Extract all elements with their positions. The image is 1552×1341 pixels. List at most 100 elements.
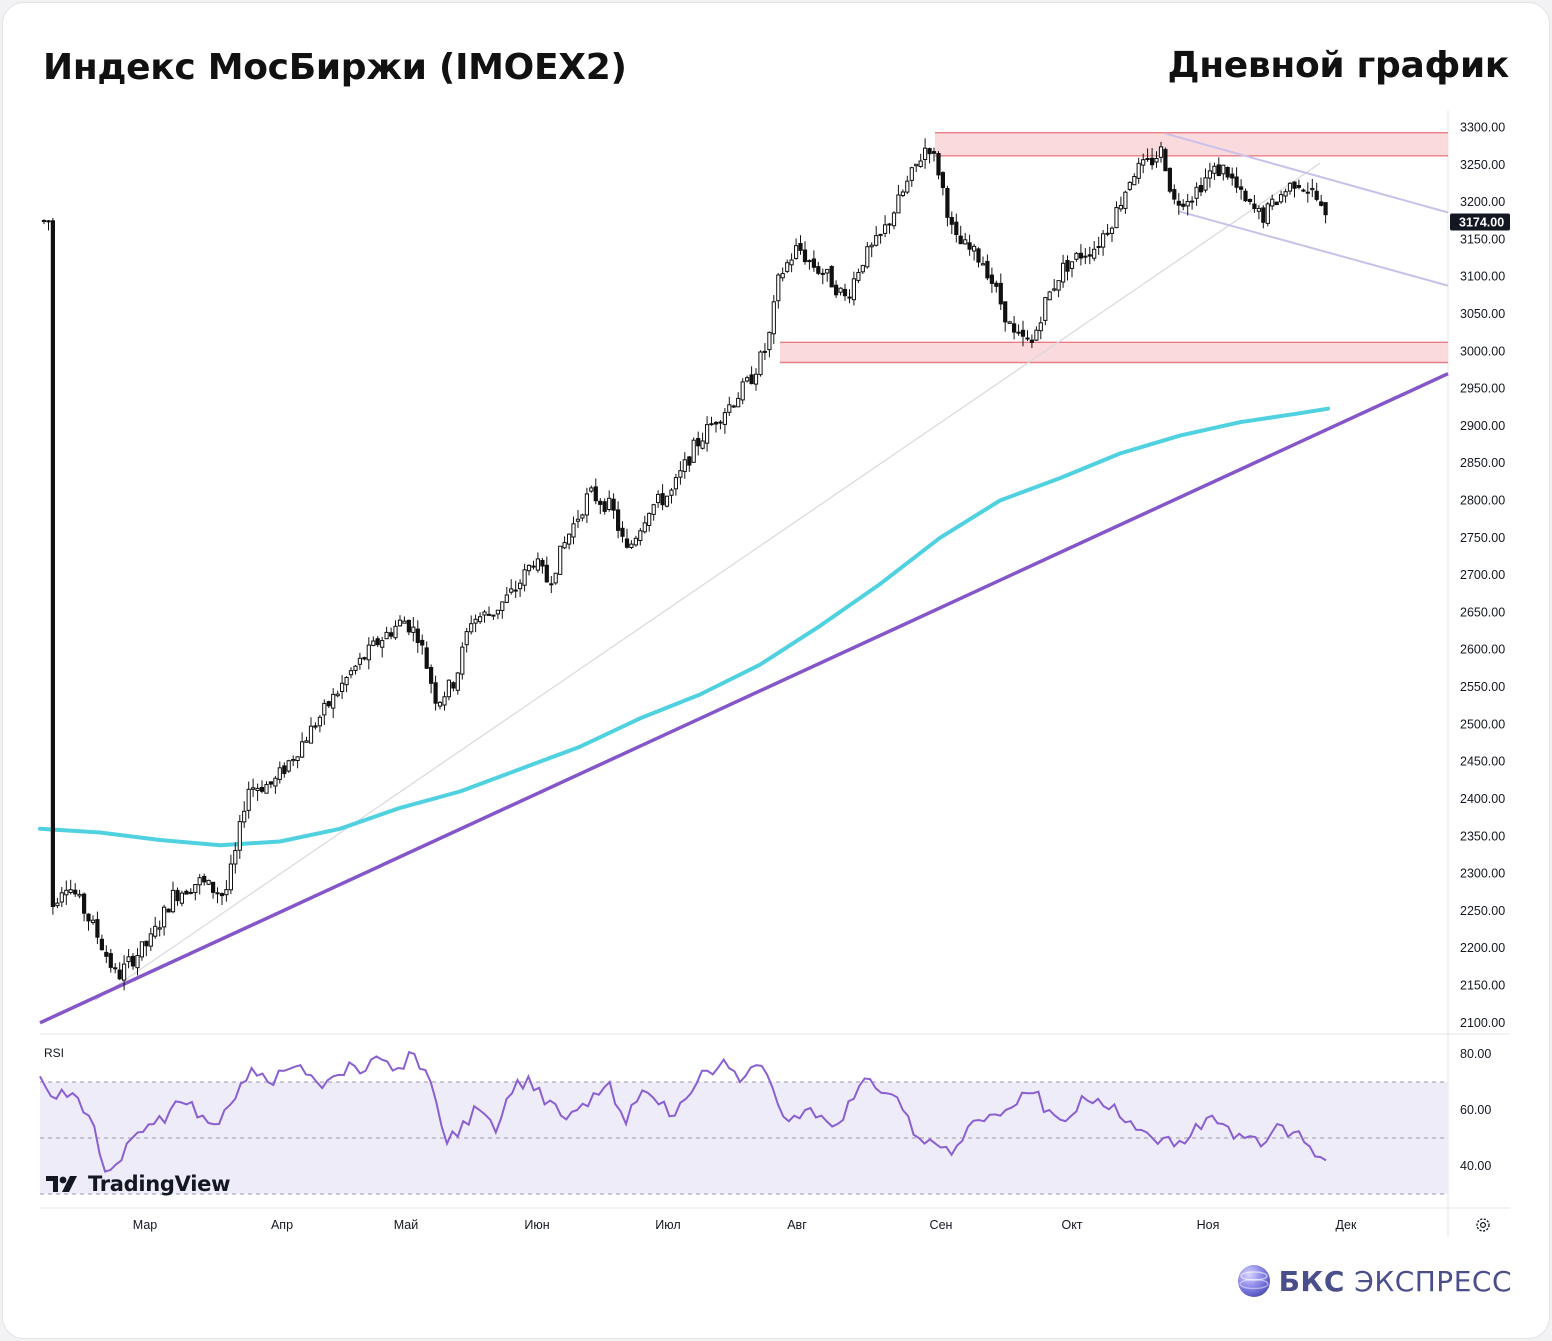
candle-down xyxy=(945,188,950,218)
candle-up xyxy=(357,657,362,665)
tradingview-logo-icon xyxy=(46,1176,77,1192)
timeframe-label: Дневной график xyxy=(1167,45,1509,86)
candle-down xyxy=(406,619,411,633)
candle-up xyxy=(509,588,514,593)
candle-up xyxy=(745,377,750,382)
candle-down xyxy=(1163,148,1168,172)
month-label: Апр xyxy=(271,1218,293,1232)
candle-up xyxy=(673,477,678,490)
candle-down xyxy=(816,266,821,274)
candle-up xyxy=(495,609,500,615)
candle-down xyxy=(259,787,265,792)
price-tick-label: 2600.00 xyxy=(1460,643,1505,657)
brand-name: БКС ЭКСПРЕСС xyxy=(1278,1264,1512,1298)
candle-down xyxy=(1230,173,1235,179)
candle-up xyxy=(157,927,162,930)
candle-down xyxy=(1239,186,1244,190)
candle-down xyxy=(486,613,492,616)
candle-up xyxy=(629,543,634,548)
candle-up xyxy=(437,701,443,707)
candle-up xyxy=(1127,181,1132,190)
candle-up xyxy=(891,212,897,227)
month-label: Июл xyxy=(655,1218,680,1232)
candle-down xyxy=(1172,189,1177,200)
candle-down xyxy=(215,892,220,895)
candle-up xyxy=(1270,198,1275,207)
secondary-trendline xyxy=(94,162,1321,1001)
candle-up xyxy=(571,523,576,538)
candle-down xyxy=(1319,201,1324,206)
candle-up xyxy=(865,246,870,268)
candle-up xyxy=(246,788,251,811)
candle-up xyxy=(1158,146,1164,158)
candle-up xyxy=(500,601,505,612)
candle-up xyxy=(1038,322,1043,332)
candle-down xyxy=(967,242,972,250)
candle-down xyxy=(807,260,812,263)
candle-up xyxy=(909,167,914,181)
candle-up xyxy=(562,542,567,549)
candle-up xyxy=(384,631,389,640)
candle-down xyxy=(847,296,852,299)
candle-down xyxy=(820,272,825,275)
month-label: Июн xyxy=(524,1218,549,1232)
price-tick-label: 2350.00 xyxy=(1460,829,1505,843)
candle-up xyxy=(371,640,376,646)
candle-down xyxy=(1167,167,1173,192)
candle-up xyxy=(139,941,145,958)
candle-up xyxy=(1287,182,1293,192)
candle-up xyxy=(918,160,923,167)
candle-up xyxy=(170,889,176,913)
candle-up xyxy=(1101,233,1106,248)
candle-down xyxy=(362,657,367,660)
candle-up xyxy=(402,620,407,624)
candle-down xyxy=(598,500,603,505)
price-tick-label: 2950.00 xyxy=(1460,382,1505,396)
month-label: Авг xyxy=(787,1218,807,1232)
settings-gear-icon xyxy=(1476,1218,1490,1232)
candle-down xyxy=(696,438,701,447)
candle-up xyxy=(1265,203,1270,224)
candle-up xyxy=(789,259,794,266)
candle-down xyxy=(731,405,736,408)
candle-down xyxy=(1234,176,1239,188)
candle-down xyxy=(994,282,999,287)
candle-down xyxy=(1020,329,1026,337)
price-tick-label: 2200.00 xyxy=(1460,941,1505,955)
candle-down xyxy=(202,875,207,883)
candle-up xyxy=(1279,194,1284,203)
candle-up xyxy=(237,821,242,851)
candle-up xyxy=(980,263,986,266)
candle-up xyxy=(883,224,888,234)
rsi-line xyxy=(39,1050,1327,1173)
price-tick-label: 2100.00 xyxy=(1460,1016,1505,1030)
candle-down xyxy=(1292,181,1297,189)
candle-down xyxy=(1252,203,1257,210)
candle-down xyxy=(624,538,630,548)
candle-up xyxy=(669,489,674,496)
candle-up xyxy=(767,331,772,351)
candle-up xyxy=(126,956,131,963)
candle-up xyxy=(251,787,256,790)
price-tick-label: 2450.00 xyxy=(1460,755,1505,769)
candle-down xyxy=(1003,301,1008,323)
candle-up xyxy=(1141,159,1146,166)
candle-up xyxy=(162,906,167,928)
price-tick-label: 3250.00 xyxy=(1460,158,1505,172)
candle-up xyxy=(567,533,572,545)
month-label: Май xyxy=(394,1218,419,1232)
moving-average-line xyxy=(38,406,1330,848)
candle-up xyxy=(522,569,527,586)
candle-down xyxy=(50,220,55,908)
candle-up xyxy=(705,424,710,444)
price-tick-label: 2400.00 xyxy=(1460,792,1505,806)
price-tick-label: 2250.00 xyxy=(1460,904,1505,918)
price-tick-label: 3300.00 xyxy=(1460,121,1505,135)
candle-down xyxy=(1274,201,1279,206)
candle-up xyxy=(277,767,282,780)
candle-up xyxy=(682,459,687,472)
candle-up xyxy=(1069,261,1075,269)
candle-up xyxy=(1092,248,1097,259)
chart-title: Индекс МосБиржи (IMOEX2) xyxy=(43,47,627,88)
